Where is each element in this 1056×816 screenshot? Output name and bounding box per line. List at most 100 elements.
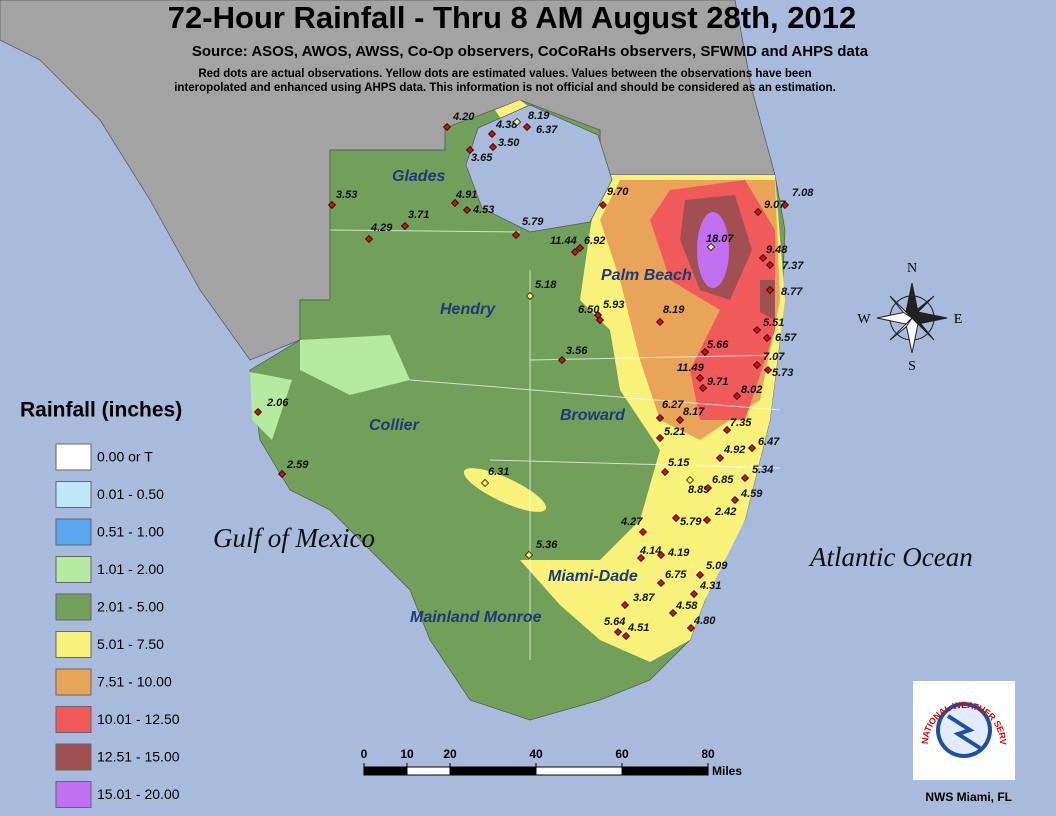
observation-value: 4.51 bbox=[627, 622, 649, 634]
legend-swatch bbox=[55, 556, 92, 583]
observation-dot bbox=[400, 221, 410, 231]
scale-segment bbox=[449, 766, 537, 776]
observation-dot bbox=[763, 365, 773, 375]
legend-label: 0.51 - 1.00 bbox=[97, 524, 164, 540]
observation-dot bbox=[732, 391, 742, 401]
observation-dot bbox=[487, 129, 497, 139]
observation-value: 5.21 bbox=[664, 426, 685, 438]
observation-dot bbox=[636, 553, 646, 563]
observation-dot bbox=[671, 513, 681, 523]
observation-dot bbox=[752, 325, 762, 335]
title: 72-Hour Rainfall - Thru 8 AM August 28th… bbox=[168, 0, 856, 35]
observation-value: 7.08 bbox=[792, 187, 814, 199]
region-label: Hendry bbox=[440, 301, 496, 318]
observation-value: 3.53 bbox=[336, 189, 357, 201]
observation-value: 5.93 bbox=[603, 299, 624, 311]
zone-light-green bbox=[250, 372, 292, 440]
observation-dot bbox=[668, 608, 678, 618]
observation-dot bbox=[695, 373, 705, 383]
observation-value: 6.50 bbox=[578, 304, 600, 316]
observation-dot bbox=[638, 527, 648, 537]
note: Red dots are actual observations. Yellow… bbox=[198, 68, 811, 80]
scale-unit: Miles bbox=[712, 764, 742, 778]
observation-value: 3.87 bbox=[633, 592, 655, 604]
observation-dot bbox=[715, 453, 725, 463]
observation-dot bbox=[655, 317, 665, 327]
observation-value: 6.27 bbox=[662, 399, 684, 411]
observation-value: 6.85 bbox=[712, 474, 734, 486]
scale-tick-label: 20 bbox=[443, 747, 457, 761]
legend-label: 0.00 or T bbox=[97, 449, 153, 465]
scale-segment bbox=[363, 766, 408, 776]
observation-value: 11.49 bbox=[677, 362, 705, 374]
legend-swatch bbox=[55, 481, 92, 508]
observation-value: 4.91 bbox=[455, 189, 477, 201]
observation-dot bbox=[730, 495, 740, 505]
observation-value: 9.71 bbox=[707, 376, 728, 388]
observation-dot bbox=[660, 467, 670, 477]
observation-dot bbox=[488, 142, 498, 152]
legend-label: 15.01 - 20.00 bbox=[97, 786, 180, 802]
observation-dot bbox=[442, 122, 452, 132]
observation-dot bbox=[758, 253, 768, 263]
observation-value: 4.58 bbox=[675, 600, 698, 612]
observation-dot bbox=[706, 242, 716, 252]
observation-value: 8.19 bbox=[663, 304, 685, 316]
observation-dot bbox=[689, 589, 699, 599]
legend-swatch bbox=[55, 593, 92, 621]
observation-value: 5.64 bbox=[604, 616, 625, 628]
observation-value: 5.79 bbox=[522, 216, 544, 228]
observation-dot bbox=[598, 200, 608, 210]
observation-dot bbox=[752, 360, 762, 370]
observation-value: 8.17 bbox=[683, 406, 705, 418]
scale-tick-label: 80 bbox=[701, 747, 715, 761]
observation-dot bbox=[480, 478, 490, 488]
zone-yellow bbox=[463, 468, 547, 512]
region-label: Miami-Dade bbox=[548, 568, 638, 585]
observation-value: 18.07 bbox=[706, 233, 734, 245]
compass-label: E bbox=[954, 312, 963, 327]
observation-dot bbox=[595, 315, 605, 325]
region-label: Glades bbox=[392, 168, 445, 185]
observation-dot bbox=[364, 234, 374, 244]
observation-value: 6.92 bbox=[584, 235, 605, 247]
observation-value: 4.92 bbox=[723, 444, 745, 456]
observation-dot bbox=[621, 631, 631, 641]
note: interopolated and enhanced using AHPS da… bbox=[174, 82, 836, 94]
observation-dot bbox=[762, 333, 772, 343]
observation-dot bbox=[740, 473, 750, 483]
legend: 0.00 or T 0.01 - 0.50 0.51 - 1.00 1.01 - 2.… bbox=[55, 443, 180, 808]
scale-bar: 0 10 20 40 60 80 Miles bbox=[361, 747, 743, 778]
observation-dot bbox=[747, 443, 757, 453]
observation-dot bbox=[613, 627, 623, 637]
observations: 4.20 4.38 8.19 6.37 3.50 3.65 3.53 4.91 4.53 3.71… bbox=[253, 110, 814, 641]
legend-label: 1.01 - 2.00 bbox=[97, 561, 164, 577]
scale-tick-label: 0 bbox=[361, 747, 368, 761]
observation-value: 6.75 bbox=[665, 569, 687, 581]
observation-value: 9.07 bbox=[764, 199, 786, 211]
observation-value: 4.38 bbox=[495, 119, 518, 131]
region-label: Mainland Monroe bbox=[410, 609, 542, 626]
observation-value: 4.31 bbox=[699, 580, 721, 592]
observation-value: 11.44 bbox=[550, 235, 577, 247]
observation-value: 3.56 bbox=[566, 345, 588, 357]
observation-dot bbox=[277, 469, 287, 479]
region-label: Palm Beach bbox=[601, 267, 692, 284]
source: Source: ASOS, AWOS, AWSS, Co-Op observer… bbox=[192, 43, 869, 60]
observation-value: 5.18 bbox=[535, 279, 557, 291]
observation-value: 3.65 bbox=[471, 152, 493, 164]
scale-segment bbox=[535, 766, 623, 776]
observation-dot bbox=[253, 407, 263, 417]
compass-label: N bbox=[907, 261, 917, 276]
scale-tick-label: 40 bbox=[529, 747, 543, 761]
observation-dot bbox=[450, 198, 460, 208]
legend-label: 0.01 - 0.50 bbox=[97, 486, 164, 502]
observation-value: 6.57 bbox=[775, 332, 797, 344]
observation-value: 4.80 bbox=[693, 615, 716, 627]
legend-swatch bbox=[55, 781, 92, 808]
observation-dot bbox=[512, 117, 522, 127]
observation-value: 2.42 bbox=[714, 506, 736, 518]
observation-dot bbox=[655, 413, 665, 423]
observation-dot bbox=[327, 200, 337, 210]
observation-value: 5.09 bbox=[706, 560, 728, 572]
